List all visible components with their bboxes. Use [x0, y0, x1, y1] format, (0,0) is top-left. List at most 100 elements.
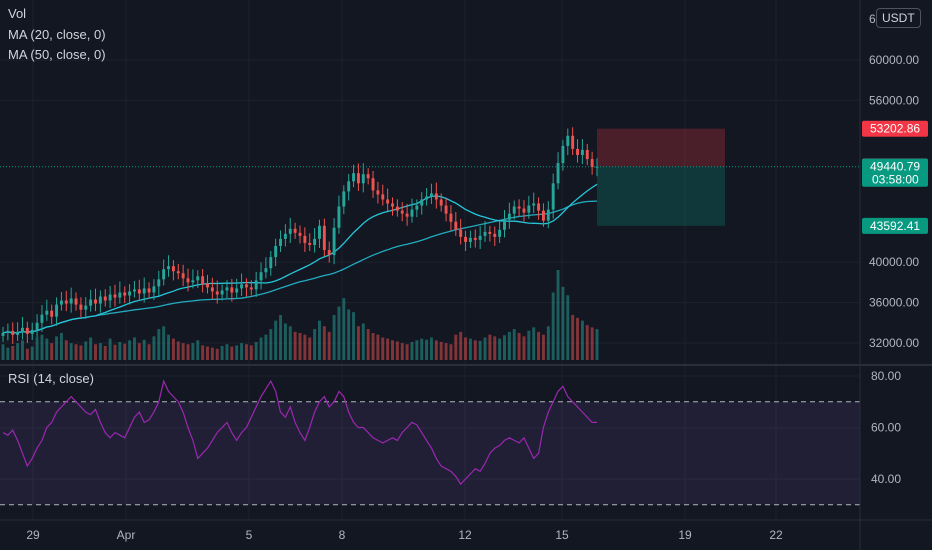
volume-bar	[137, 343, 141, 360]
candle-body	[366, 174, 370, 179]
candle-body	[507, 213, 511, 220]
candle-body	[522, 208, 526, 213]
rsi-axis[interactable]: 80.00 60.00 40.00	[871, 369, 901, 486]
volume-bar	[585, 325, 589, 360]
price-tag-label: 53202.86	[870, 122, 920, 136]
candle-body	[235, 288, 239, 293]
candle-body	[259, 272, 263, 281]
time-tick-label: 19	[678, 528, 692, 542]
candle-body	[98, 296, 102, 304]
candle-body	[571, 135, 575, 149]
volume-bar	[254, 342, 258, 360]
volume-bar	[352, 312, 356, 360]
volume-bar	[1, 344, 5, 360]
candle-body	[196, 276, 200, 281]
candle-body	[74, 298, 78, 305]
time-tick-label: 29	[26, 528, 40, 542]
candle-body	[274, 245, 278, 258]
candle-body	[254, 280, 258, 290]
time-tick-label: 8	[339, 528, 346, 542]
candle-body	[249, 287, 253, 290]
volume-bar	[546, 326, 550, 360]
price-tag-label: 49440.79	[870, 160, 920, 174]
volume-bar	[488, 334, 492, 360]
candle-body	[303, 235, 307, 243]
price-tick-label: 6	[869, 12, 876, 26]
volume-bar	[366, 329, 370, 360]
volume-bar	[210, 347, 214, 360]
volume-bar	[132, 337, 136, 360]
volume-bar	[220, 345, 224, 360]
candle-body	[167, 266, 171, 270]
volume-bar	[50, 343, 54, 360]
candle-body	[45, 310, 49, 315]
volume-bar	[113, 344, 117, 360]
volume-bar	[347, 309, 351, 360]
volume-bar	[429, 337, 433, 360]
volume-bar	[11, 345, 15, 360]
candle-body	[84, 305, 88, 310]
volume-bar	[215, 348, 219, 360]
volume-bar	[439, 342, 443, 360]
candle-body	[210, 287, 214, 292]
moving-average-lines	[2, 183, 598, 334]
rsi-indicator-label[interactable]: RSI (14, close)	[8, 371, 94, 386]
volume-bar	[361, 323, 365, 360]
candle-body	[59, 300, 63, 305]
candle-body	[123, 292, 127, 296]
candle-body	[171, 266, 175, 272]
candle-body	[128, 291, 132, 296]
volume-bar	[337, 306, 341, 360]
volume-bar	[391, 340, 394, 360]
volume-indicator-label[interactable]: Vol	[8, 6, 27, 21]
ma20-indicator-label[interactable]: MA (20, close, 0)	[8, 27, 106, 42]
volume-bar	[551, 292, 555, 360]
volume-bar	[493, 336, 497, 360]
volume-bar	[69, 343, 73, 360]
volume-bar	[381, 337, 385, 360]
volume-bar	[356, 326, 360, 360]
candle-body	[585, 149, 589, 160]
candle-body	[449, 213, 453, 222]
short-position-tool[interactable]	[597, 128, 725, 226]
volume-bar	[400, 343, 404, 360]
volume-bar	[6, 347, 10, 360]
candle-body	[40, 314, 44, 323]
volume-bar	[55, 336, 59, 360]
stop-loss-zone[interactable]	[597, 128, 725, 167]
candle-body	[240, 284, 244, 289]
volume-bar	[527, 330, 531, 360]
candle-body	[429, 193, 433, 197]
volume-bar	[230, 346, 234, 360]
volume-bar	[420, 338, 424, 360]
time-axis[interactable]: 29 Apr 5 8 12 15 19 22	[26, 528, 783, 542]
volume-bar	[464, 337, 468, 360]
take-profit-zone[interactable]	[597, 166, 725, 226]
candle-body	[332, 227, 336, 256]
candle-body	[454, 221, 458, 230]
currency-selector[interactable]: USDT	[876, 8, 921, 28]
candle-body	[361, 174, 365, 184]
candle-body	[352, 173, 356, 182]
ma50-indicator-label[interactable]: MA (50, close, 0)	[8, 47, 106, 62]
candle-body	[376, 190, 380, 195]
candle-body	[473, 237, 477, 240]
candle-body	[64, 300, 68, 304]
volume-bar	[162, 326, 166, 360]
candle-body	[459, 229, 463, 237]
volume-bar	[269, 329, 273, 360]
candle-body	[337, 206, 341, 228]
price-axis[interactable]: 6 60000.00 56000.00 40000.00 36000.00 32000.0…	[869, 12, 919, 350]
candle-body	[230, 287, 234, 293]
candle-body	[137, 289, 141, 294]
volume-bar	[576, 317, 579, 360]
price-tick-label: 36000.00	[869, 296, 919, 310]
candle-body	[551, 183, 555, 210]
candle-body	[488, 231, 492, 234]
volume-bar	[498, 338, 502, 360]
candle-body	[381, 194, 385, 200]
volume-bar	[332, 315, 336, 360]
candle-body	[541, 210, 545, 221]
